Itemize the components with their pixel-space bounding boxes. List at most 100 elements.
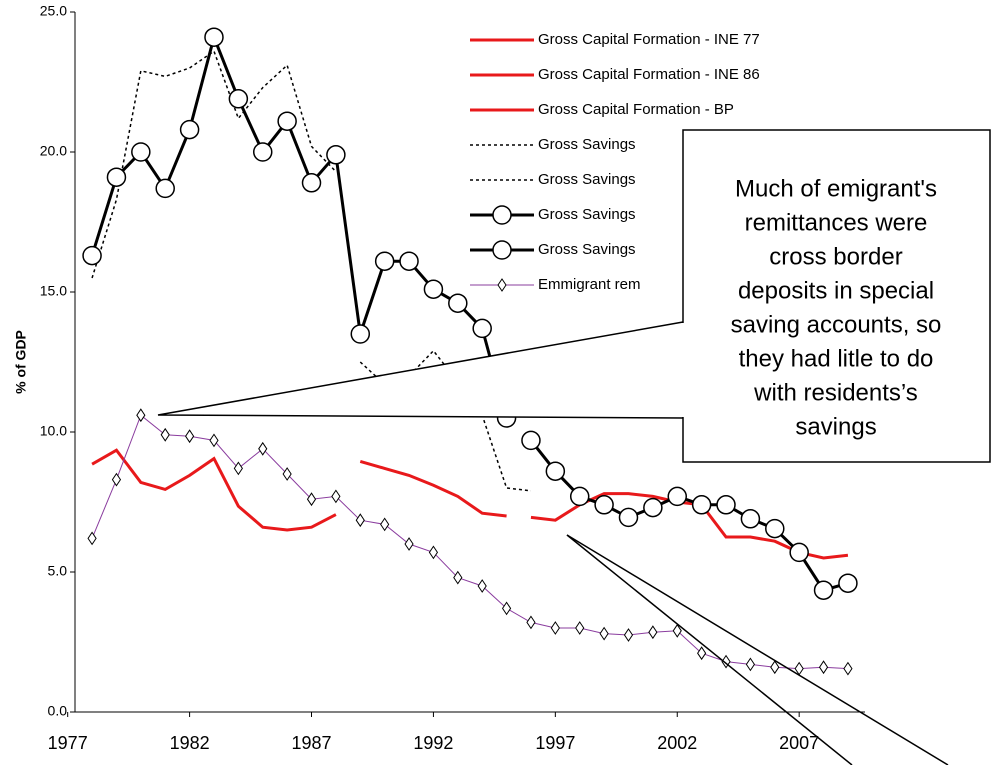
point <box>453 570 463 585</box>
point <box>184 429 195 444</box>
point <box>618 507 639 528</box>
point <box>399 251 419 271</box>
point <box>477 579 487 593</box>
legend-marker <box>492 205 512 225</box>
point <box>448 293 468 313</box>
point <box>740 509 761 529</box>
point <box>136 408 146 423</box>
legend-label: Gross Savings <box>538 206 636 223</box>
annotation-line: deposits in special <box>738 277 934 304</box>
point <box>87 531 97 546</box>
point <box>350 324 371 344</box>
annotation-line: saving accounts, so <box>731 311 942 338</box>
series-line <box>91 448 337 532</box>
point <box>745 657 756 672</box>
annotation-line: savings <box>795 413 876 440</box>
point <box>818 660 829 675</box>
point <box>575 621 585 635</box>
callout-pointer <box>157 321 684 419</box>
point <box>380 517 390 532</box>
pointer-line <box>566 534 949 765</box>
point <box>569 486 590 507</box>
annotation-line: Much of emigrant's <box>735 175 937 202</box>
point <box>209 433 219 448</box>
legend-label: Gross Capital Formation - BP <box>538 101 734 118</box>
point <box>374 251 395 271</box>
point <box>228 89 249 109</box>
legend-marker <box>492 240 512 260</box>
x-tick-label: 1977 <box>48 733 88 753</box>
y-tick-label: 20.0 <box>40 143 67 159</box>
point <box>404 537 414 551</box>
legend-label: Gross Capital Formation - INE 86 <box>538 66 760 83</box>
point <box>277 111 297 131</box>
x-tick-label: 1982 <box>170 733 210 753</box>
point <box>111 472 122 487</box>
callout-box <box>682 129 991 463</box>
annotation-line: remittances were <box>745 209 928 236</box>
point <box>233 461 243 476</box>
legend-label: Gross Savings <box>538 241 636 258</box>
x-tick-label: 2007 <box>779 733 819 753</box>
point <box>331 489 341 504</box>
point <box>667 486 688 507</box>
y-tick-label: 0.0 <box>48 703 68 719</box>
point <box>179 119 200 140</box>
point <box>643 497 663 518</box>
point <box>301 173 322 193</box>
series-line <box>359 459 507 518</box>
annotation-line: cross border <box>769 243 902 270</box>
pointer-line <box>566 534 853 765</box>
plot-area: 0.0 5.0 10.0 15.0 20.0 25.0 1977 1982 1987 1992 19… <box>40 3 865 753</box>
point <box>648 625 658 640</box>
point <box>252 142 273 162</box>
annotation-line: with residents’s <box>753 379 918 406</box>
point <box>789 542 809 563</box>
point <box>258 441 268 456</box>
point <box>843 661 853 676</box>
point <box>204 27 224 47</box>
point <box>160 427 170 442</box>
x-tick-label: 2002 <box>657 733 697 753</box>
point <box>326 145 346 165</box>
y-tick-label: 15.0 <box>40 283 67 299</box>
point <box>501 601 512 616</box>
point <box>282 467 292 481</box>
point <box>106 167 127 187</box>
point <box>770 660 780 675</box>
point <box>526 615 536 630</box>
legend-label: Gross Savings <box>538 136 636 153</box>
point <box>550 621 560 635</box>
x-tick-label: 1987 <box>291 733 331 753</box>
point <box>813 580 834 600</box>
point <box>838 573 858 593</box>
point <box>594 495 614 515</box>
y-tick-label: 10.0 <box>40 423 67 439</box>
legend-label: Gross Capital Formation - INE 77 <box>538 31 760 48</box>
series-line <box>90 32 509 419</box>
callout: Much of emigrant's remittances were cross … <box>157 129 991 463</box>
x-tick-label: 1997 <box>535 733 575 753</box>
point <box>691 495 712 515</box>
point <box>155 178 175 199</box>
point <box>521 430 541 451</box>
callout-text: Much of emigrant's remittances were cross … <box>731 175 942 440</box>
point <box>472 318 492 339</box>
point <box>545 461 566 481</box>
x-tick-label: 1992 <box>413 733 453 753</box>
point <box>355 513 365 528</box>
legend: Gross Capital Formation - INE 77 Gross Ca… <box>470 31 760 293</box>
annotation-line: they had litle to do <box>739 345 934 372</box>
legend-label: Emmigrant rem <box>538 276 641 293</box>
point <box>423 279 444 299</box>
point <box>672 623 682 638</box>
series-line <box>91 50 337 279</box>
y-axis-label: % of GDP <box>13 330 29 394</box>
point <box>623 628 634 642</box>
series-line <box>529 439 849 592</box>
y-tick-label: 5.0 <box>48 563 68 579</box>
point <box>82 245 102 266</box>
legend-marker <box>497 278 507 292</box>
point <box>131 142 151 162</box>
